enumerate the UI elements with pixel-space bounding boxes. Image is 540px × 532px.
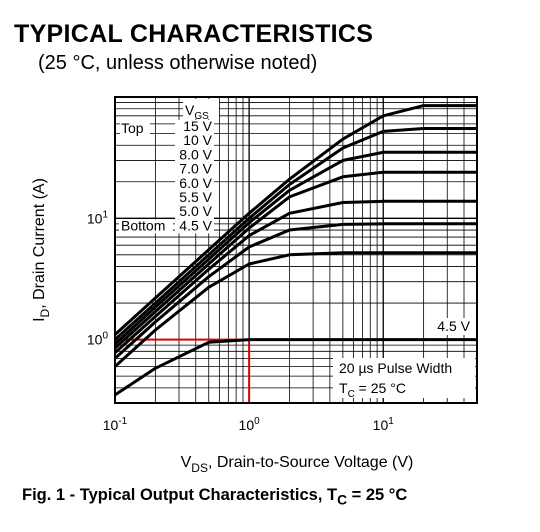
legend-entry-bg [175,219,214,234]
legend-bottom-bg [119,219,173,234]
tick-labels: 10-1 100 101 100 101 [87,209,394,433]
legend-entry-bg [175,205,214,220]
x-tick-label: 101 [373,416,395,433]
legend-entry: 7.0 V [179,161,212,177]
legend-entry: 5.5 V [179,189,212,205]
series-curve-1 [113,104,477,336]
y-axis-title: ID, Drain Current (A) [31,178,52,322]
caption-text: Fig. 1 - Typical Output Characteristics,… [22,486,338,504]
legend-entry: 5.0 V [179,203,212,219]
legend-entry-bg [175,176,214,191]
axis-titles: VDS, Drain-to-Source Voltage (V) ID, Drai… [31,178,413,475]
plot-frame [114,96,478,404]
legend-top-label: Top [121,120,144,136]
series-curve-8 [114,338,477,397]
legend-entry-bg [175,162,214,177]
y-tick-label: 100 [87,331,109,348]
x-tick-label: 100 [239,416,261,433]
caption-subscript: C [337,492,348,508]
legend-entry-bg [175,134,214,149]
annotation-case-temp: TC = 25 °C [339,380,406,400]
curve-label-bg [428,318,472,335]
legend-title-bg [183,99,219,119]
curve-label: 4.5 V [437,318,470,334]
annotation-pulse-width: 20 µs Pulse Width [339,360,452,376]
legend-title: VGS [185,102,209,122]
annotations: 4.5 V 20 µs Pulse Width TC = 25 °C [333,318,475,400]
series-curve-2 [113,127,477,341]
grid [115,97,477,404]
figure-caption: Fig. 1 - Typical Output Characteristics,… [22,486,407,507]
y-tick-label: 101 [87,209,109,226]
legend-entry: 4.5 V [179,217,212,233]
annotation-bg [333,358,475,398]
series-curve-6 [113,222,477,360]
legend-top-bg [120,118,150,136]
legend-entry: 8.0 V [179,146,212,162]
legend-entry-bg [175,191,214,205]
x-tick-label: 10-1 [103,416,128,433]
legend-entry-bg [175,148,214,163]
x-axis-title: VDS, Drain-to-Source Voltage (V) [181,454,414,475]
caption-tail: = 25 °C [347,486,408,504]
series-curve-4 [113,170,477,350]
legend-entry-bg [175,120,214,134]
page-title: TYPICAL CHARACTERISTICS [14,20,374,48]
page-subtitle: (25 °C, unless otherwise noted) [38,52,318,74]
series-curve-5 [113,199,477,354]
series-curve-3 [113,150,477,346]
series-curve-7 [113,251,477,368]
legend-entry: 6.0 V [179,175,212,191]
legend-entry: 15 V [183,118,212,134]
legend-entry: 10 V [183,132,212,148]
legend: VGS Top 15 V10 V8.0 V7.0 V6.0 V5.5 V5.0 V4… [119,99,219,234]
series-group [113,104,477,397]
legend-bottom-label: Bottom [121,217,165,233]
